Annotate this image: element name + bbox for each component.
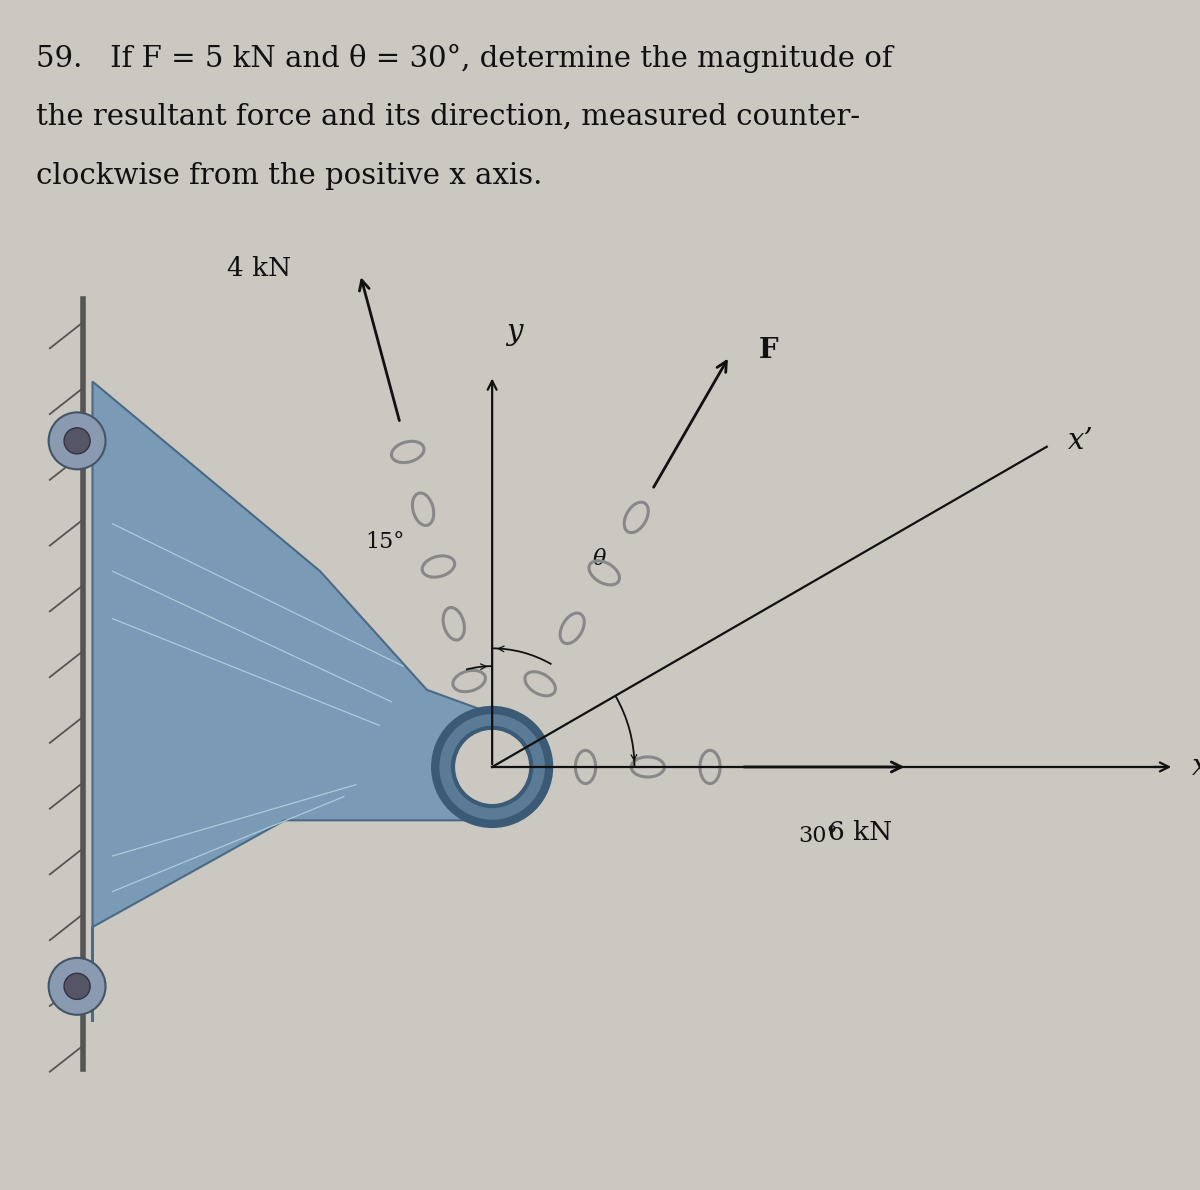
Text: 15°: 15° <box>366 531 406 552</box>
Text: x: x <box>1192 753 1200 781</box>
Text: F: F <box>758 337 779 364</box>
Circle shape <box>49 413 106 469</box>
Circle shape <box>454 728 532 806</box>
Text: 59.   If F = 5 kN and θ = 30°, determine the magnitude of: 59. If F = 5 kN and θ = 30°, determine t… <box>36 44 893 73</box>
Text: 6 kN: 6 kN <box>828 820 892 845</box>
Text: θ: θ <box>593 549 606 570</box>
Text: the resultant force and its direction, measured counter-: the resultant force and its direction, m… <box>36 102 859 131</box>
Circle shape <box>436 710 550 823</box>
Text: 4 kN: 4 kN <box>227 256 292 281</box>
Circle shape <box>49 958 106 1015</box>
Text: 30°: 30° <box>798 825 838 847</box>
Polygon shape <box>92 382 492 1022</box>
Text: clockwise from the positive x axis.: clockwise from the positive x axis. <box>36 162 542 190</box>
Text: x’: x’ <box>1068 427 1093 455</box>
Circle shape <box>64 973 90 1000</box>
Text: y: y <box>506 318 523 346</box>
Circle shape <box>64 427 90 453</box>
